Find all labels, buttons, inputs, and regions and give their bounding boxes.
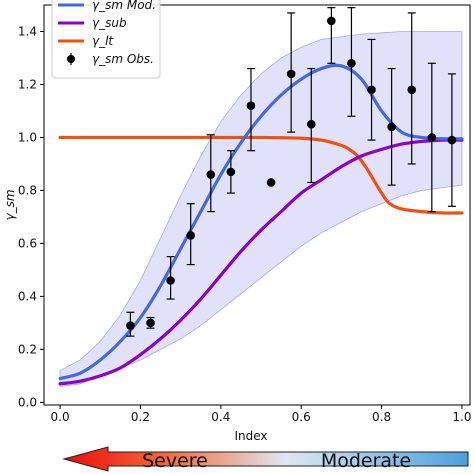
series-line-2 bbox=[58, 135, 464, 215]
observation-point bbox=[407, 85, 417, 95]
x-axis-label: Index bbox=[234, 429, 267, 443]
observation-2 bbox=[166, 256, 175, 300]
y-tick-label: 1.0 bbox=[18, 130, 37, 144]
observation-point bbox=[427, 133, 437, 142]
observation-15 bbox=[427, 62, 437, 213]
x-tick-label: 0.0 bbox=[51, 410, 70, 424]
observation-5 bbox=[226, 150, 236, 194]
severity-label-severe: Severe bbox=[142, 450, 208, 472]
legend-marker bbox=[67, 55, 75, 63]
legend-label: γ_sub bbox=[92, 16, 127, 30]
observation-point bbox=[146, 318, 155, 328]
legend-entry-0: γ_sm Mod. bbox=[58, 0, 156, 12]
x-tick-label: 0.6 bbox=[292, 410, 311, 424]
observation-10 bbox=[327, 7, 336, 64]
observation-point bbox=[206, 170, 216, 179]
observation-point bbox=[447, 135, 457, 145]
observation-point bbox=[387, 122, 396, 132]
uncertainty-band bbox=[59, 31, 463, 387]
observations-layer bbox=[126, 7, 457, 337]
observation-16 bbox=[447, 73, 457, 207]
observation-point bbox=[126, 321, 135, 330]
legend-entry-2: γ_lt bbox=[58, 34, 114, 48]
legend-box bbox=[51, 0, 161, 79]
y-axis-label: γ_sm bbox=[3, 189, 17, 220]
severity-label-moderate: Moderate bbox=[321, 450, 411, 472]
observation-point bbox=[327, 16, 336, 26]
observation-point bbox=[306, 119, 316, 129]
axes-layer: 0.0 0.2 0.4 0.6 0.8 1.0 0.0 0.2 0.4 0.6 0.8 1.0 1.2 1… bbox=[18, 4, 472, 424]
legend-label: γ_lt bbox=[92, 34, 114, 48]
observation-7 bbox=[266, 178, 276, 187]
legend-label: γ_sm Obs. bbox=[92, 52, 154, 66]
observation-point bbox=[347, 58, 356, 68]
severity-arrow-shape bbox=[62, 446, 469, 472]
observation-point bbox=[286, 69, 296, 79]
legend-entry-1: γ_sub bbox=[58, 16, 127, 30]
observation-point bbox=[367, 85, 376, 95]
observation-3 bbox=[186, 203, 195, 266]
observation-9 bbox=[306, 67, 316, 184]
observation-point bbox=[166, 276, 175, 285]
x-tick-label: 0.8 bbox=[372, 410, 391, 424]
observation-13 bbox=[387, 67, 396, 186]
observation-8 bbox=[286, 12, 296, 133]
severity-arrow: Severe Moderate bbox=[62, 446, 469, 472]
series-line-1 bbox=[58, 138, 464, 386]
plot-frame bbox=[43, 4, 471, 406]
observation-6 bbox=[246, 67, 256, 152]
observation-11 bbox=[347, 7, 356, 117]
y-tick-label: 0.6 bbox=[18, 236, 37, 250]
y-tick-label: 1.2 bbox=[18, 77, 37, 91]
y-tick-label: 0.2 bbox=[18, 342, 37, 356]
y-tick-label: 0.0 bbox=[18, 395, 37, 409]
legend: γ_sm Mod. γ_sub γ_lt γ_sm Obs. bbox=[51, 0, 161, 79]
uncertainty-band-layer bbox=[59, 31, 463, 387]
x-tick-label: 0.4 bbox=[211, 410, 230, 424]
legend-entry-3: γ_sm Obs. bbox=[67, 52, 154, 66]
legend-label: γ_sm Mod. bbox=[92, 0, 156, 12]
x-tick-label: 0.2 bbox=[131, 410, 150, 424]
observation-point bbox=[266, 178, 276, 187]
x-tick-label: 1.0 bbox=[452, 410, 471, 424]
observation-14 bbox=[407, 12, 417, 165]
observation-1 bbox=[146, 316, 155, 329]
observation-12 bbox=[367, 38, 376, 141]
observation-point bbox=[246, 101, 256, 110]
observation-4 bbox=[206, 134, 216, 213]
y-tick-label: 1.4 bbox=[18, 24, 37, 38]
observation-0 bbox=[126, 311, 135, 337]
y-tick-label: 0.4 bbox=[18, 289, 37, 303]
y-tick-label: 0.8 bbox=[18, 183, 37, 197]
observation-point bbox=[226, 167, 236, 177]
observation-point bbox=[186, 231, 195, 240]
